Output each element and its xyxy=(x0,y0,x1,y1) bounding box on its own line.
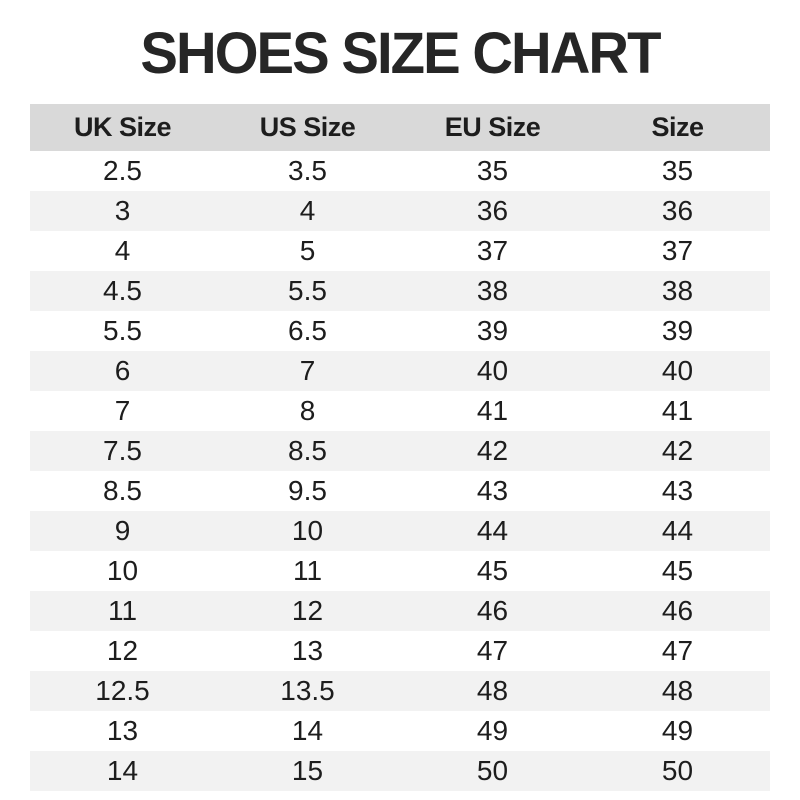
table-cell: 9 xyxy=(114,514,131,546)
table-cell: 41 xyxy=(476,394,509,426)
table-cell: 37 xyxy=(661,234,694,266)
table-row: 8.5 9.5 43 43 xyxy=(30,470,770,511)
table-cell: 45 xyxy=(476,554,509,586)
column-header: US Size xyxy=(215,103,400,151)
table-cell: 44 xyxy=(661,514,694,546)
table-cell: 13 xyxy=(291,634,324,666)
table-cell: 41 xyxy=(661,394,694,426)
table-cell: 37 xyxy=(476,234,509,266)
table-body: 2.5 3.5 35 35 3 4 36 36 4 5 37 37 4.5 5.5 38 38 5.5 6.5 39… xyxy=(30,150,770,791)
table-cell: 8 xyxy=(299,394,316,426)
table-cell: 3 xyxy=(114,194,131,226)
table-cell: 49 xyxy=(661,714,694,746)
table-cell: 6 xyxy=(114,354,131,386)
table-cell: 8.5 xyxy=(103,474,142,506)
table-header-row: UK Size US Size EU Size Size xyxy=(30,103,770,151)
column-header: Size xyxy=(585,103,770,151)
table-row: 3 4 36 36 xyxy=(30,190,770,231)
table-cell: 43 xyxy=(476,474,509,506)
table-cell: 50 xyxy=(661,754,694,786)
table-cell: 50 xyxy=(476,754,509,786)
table-cell: 4 xyxy=(114,234,131,266)
page-title: SHOES SIZE CHART xyxy=(140,21,661,86)
table-cell: 11 xyxy=(292,554,323,586)
table-row: 5.5 6.5 39 39 xyxy=(30,310,770,351)
table-row: 4 5 37 37 xyxy=(30,230,770,271)
table-cell: 48 xyxy=(476,674,509,706)
table-cell: 3.5 xyxy=(288,154,327,186)
table-cell: 7.5 xyxy=(103,434,142,466)
table-cell: 9.5 xyxy=(288,474,327,506)
table-cell: 11 xyxy=(107,594,138,626)
table-row: 6 7 40 40 xyxy=(30,350,770,391)
table-row: 2.5 3.5 35 35 xyxy=(30,150,770,191)
table-cell: 40 xyxy=(476,354,509,386)
table-cell: 4 xyxy=(299,194,316,226)
table-cell: 5.5 xyxy=(103,314,142,346)
table-cell: 45 xyxy=(661,554,694,586)
table-cell: 38 xyxy=(476,274,509,306)
table-cell: 48 xyxy=(661,674,694,706)
table-cell: 47 xyxy=(661,634,694,666)
table-cell: 47 xyxy=(476,634,509,666)
table-cell: 49 xyxy=(476,714,509,746)
table-cell: 35 xyxy=(476,154,509,186)
table-cell: 8.5 xyxy=(288,434,327,466)
table-cell: 42 xyxy=(476,434,509,466)
table-cell: 36 xyxy=(661,194,694,226)
table-cell: 43 xyxy=(661,474,694,506)
table-header: UK Size US Size EU Size Size xyxy=(30,103,770,151)
table-cell: 5.5 xyxy=(288,274,327,306)
table-cell: 12 xyxy=(291,594,324,626)
column-header: UK Size xyxy=(30,103,215,151)
table-row: 9 10 44 44 xyxy=(30,510,770,551)
table-cell: 2.5 xyxy=(103,154,142,186)
table-cell: 42 xyxy=(661,434,694,466)
table-cell: 13.5 xyxy=(280,674,335,706)
table-cell: 39 xyxy=(661,314,694,346)
table-cell: 12.5 xyxy=(95,674,150,706)
table-row: 4.5 5.5 38 38 xyxy=(30,270,770,311)
table-cell: 12 xyxy=(106,634,139,666)
table-cell: 13 xyxy=(106,714,139,746)
column-header: EU Size xyxy=(400,103,585,151)
table-cell: 35 xyxy=(661,154,694,186)
table-cell: 39 xyxy=(476,314,509,346)
table-row: 7 8 41 41 xyxy=(30,390,770,431)
table-row: 7.5 8.5 42 42 xyxy=(30,430,770,471)
table-cell: 4.5 xyxy=(103,274,142,306)
table-cell: 40 xyxy=(661,354,694,386)
table-cell: 5 xyxy=(299,234,316,266)
table-cell: 46 xyxy=(661,594,694,626)
table-cell: 44 xyxy=(476,514,509,546)
table-cell: 6.5 xyxy=(288,314,327,346)
table-cell: 7 xyxy=(299,354,316,386)
size-chart-table: UK Size US Size EU Size Size 2.5 3.5 35 35 3 4 36… xyxy=(30,103,770,791)
table-cell: 14 xyxy=(106,754,139,786)
table-cell: 46 xyxy=(476,594,509,626)
table-cell: 10 xyxy=(106,554,139,586)
table-row: 10 11 45 45 xyxy=(30,550,770,591)
table-row: 12.5 13.5 48 48 xyxy=(30,670,770,711)
table-cell: 36 xyxy=(476,194,509,226)
table-cell: 38 xyxy=(661,274,694,306)
table-row: 14 15 50 50 xyxy=(30,750,770,791)
table-cell: 14 xyxy=(291,714,324,746)
table-row: 12 13 47 47 xyxy=(30,630,770,671)
table-cell: 7 xyxy=(114,394,131,426)
table-row: 11 12 46 46 xyxy=(30,590,770,631)
table-cell: 15 xyxy=(291,754,324,786)
table-cell: 10 xyxy=(291,514,324,546)
table-row: 13 14 49 49 xyxy=(30,710,770,751)
